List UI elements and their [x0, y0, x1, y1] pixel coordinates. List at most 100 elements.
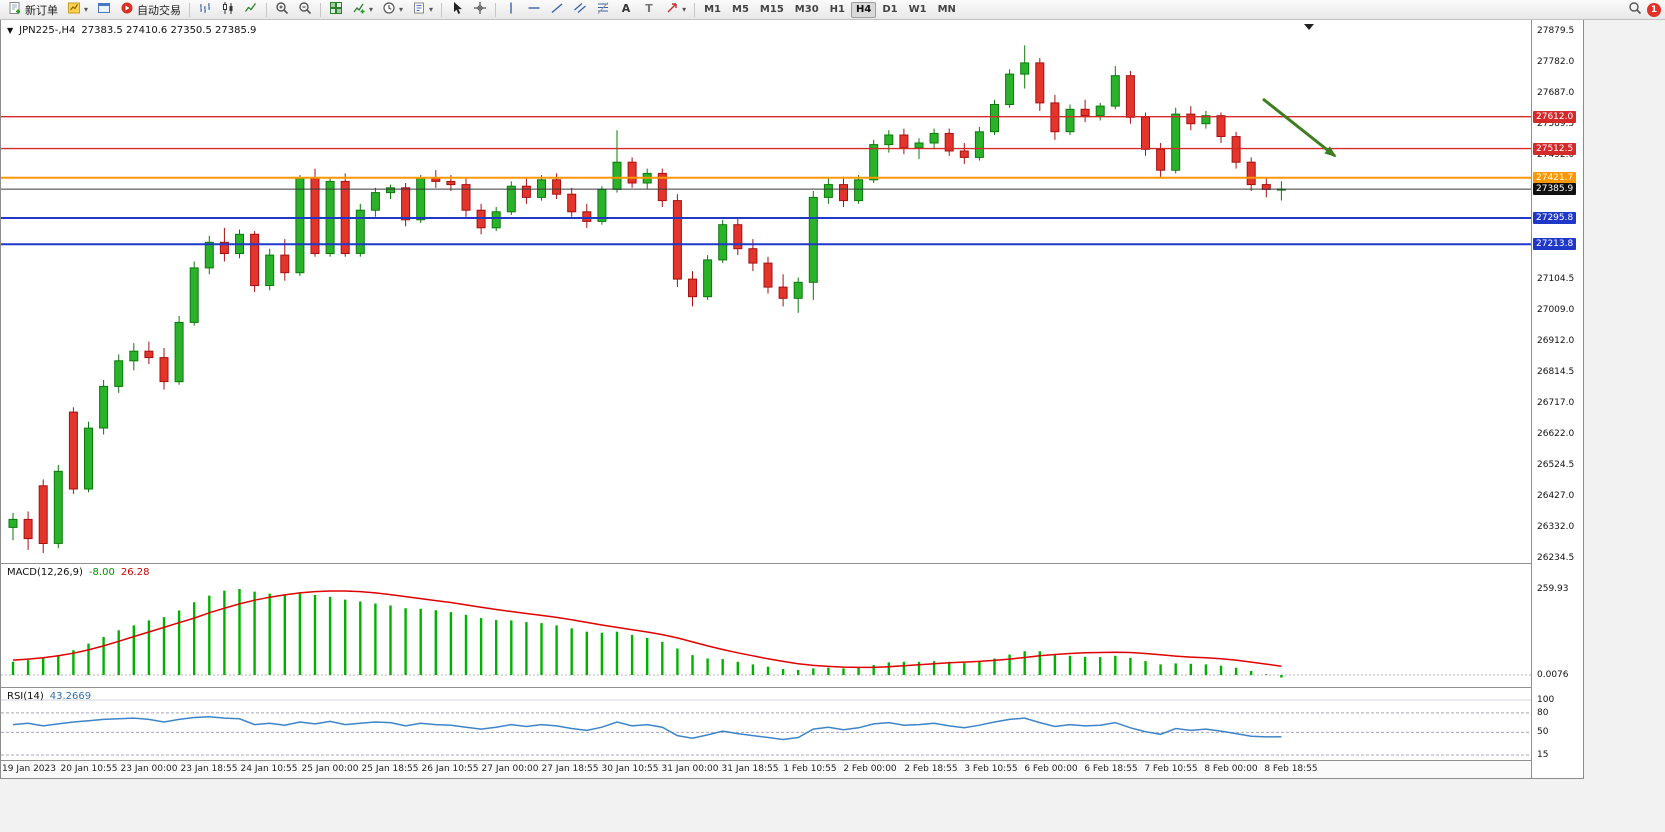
timeframe-m15-button[interactable]: M15 — [759, 3, 784, 15]
rsi-scale-label: 15 — [1537, 750, 1549, 760]
time-axis-label: 23 Jan 00:00 — [120, 764, 178, 774]
chart-gold-icon — [67, 1, 81, 18]
chart-symbol-header: ▼ JPN225-,H4 27383.5 27410.6 27350.5 273… — [7, 25, 256, 36]
arrow-objects-button[interactable]: ▾ — [661, 1, 690, 19]
candle — [506, 181, 516, 215]
fibonacci-button[interactable] — [592, 1, 614, 19]
chart-objects-dropdown-icon[interactable]: ▼ — [7, 26, 14, 35]
timeframe-m1-button[interactable]: M1 — [704, 3, 721, 15]
price-tick-label: 26622.0 — [1537, 429, 1575, 439]
candle — [869, 139, 879, 183]
trend-arrow-annotation[interactable] — [1262, 97, 1339, 161]
channel-button[interactable] — [569, 1, 591, 19]
macd-signal-value: 26.28 — [120, 567, 150, 578]
timeframe-h1-button[interactable]: H1 — [829, 3, 845, 15]
price-chart-canvas[interactable] — [1, 20, 1532, 563]
autotrading-button[interactable]: 自动交易 — [116, 1, 185, 19]
timeframe-d1-button[interactable]: D1 — [882, 3, 898, 15]
chart-shift-marker[interactable] — [1304, 24, 1314, 30]
new-order-button-label: 新订单 — [25, 3, 58, 17]
rsi-scale-label: 100 — [1537, 695, 1555, 705]
candle — [688, 271, 697, 307]
price-tick-label: 26717.0 — [1537, 398, 1575, 408]
line-chart-button[interactable] — [240, 1, 262, 19]
price-axis[interactable]: 27879.5 27782.0 27687.0 27589.5 27492.0 27104… — [1531, 20, 1583, 778]
label-icon: T — [642, 1, 656, 18]
template-icon — [412, 1, 426, 18]
timeframe-w1-button[interactable]: W1 — [908, 3, 927, 15]
time-axis-label: 30 Jan 10:55 — [601, 764, 659, 774]
candle — [1186, 106, 1196, 131]
price-tick-label: 27879.5 — [1537, 26, 1575, 36]
chart-window: ▼ JPN225-,H4 27383.5 27410.6 27350.5 273… — [0, 20, 1584, 779]
price-tick-label: 26234.5 — [1537, 553, 1575, 563]
crosshair-button[interactable] — [469, 1, 491, 19]
price-tick-label: 27589.5 — [1537, 119, 1575, 129]
candle — [144, 341, 154, 364]
candle — [1261, 178, 1271, 198]
time-axis-label: 8 Feb 00:00 — [1204, 764, 1258, 774]
candle — [159, 348, 169, 390]
candle — [944, 128, 954, 156]
time-axis[interactable]: 19 Jan 2023 20 Jan 10:55 23 Jan 00:00 23 Ja… — [1, 760, 1532, 778]
text-label-button[interactable]: T — [638, 1, 660, 19]
toolbar-separator — [189, 2, 191, 17]
tile-windows-button[interactable] — [325, 1, 347, 19]
dropdown-caret-icon: ▾ — [399, 5, 404, 14]
profiles-button[interactable] — [93, 1, 115, 19]
candle — [521, 178, 531, 204]
zoom-out-icon — [298, 1, 312, 18]
toolbar-separator — [441, 2, 443, 17]
search-button[interactable] — [1624, 1, 1646, 19]
toolbar-separator — [694, 2, 696, 17]
tile-icon — [329, 1, 343, 18]
timeframe-mn-button[interactable]: MN — [937, 3, 956, 15]
candlestick-chart-button[interactable] — [217, 1, 239, 19]
candle — [733, 218, 743, 256]
candle — [265, 248, 275, 291]
timeframe-h4-button[interactable]: H4 — [851, 1, 877, 18]
charts-menu-button[interactable]: ▾ — [63, 1, 92, 19]
new-order-icon — [8, 1, 22, 18]
bar-chart-button[interactable] — [194, 1, 216, 19]
crosshair-icon — [473, 1, 487, 18]
rsi-canvas[interactable] — [1, 687, 1532, 760]
candle — [114, 354, 124, 393]
time-axis-label: 20 Jan 10:55 — [60, 764, 118, 774]
macd-scale-label: 259.93 — [1537, 584, 1569, 594]
workspace-background — [1584, 20, 1665, 832]
trendline-button[interactable] — [546, 1, 568, 19]
vline-icon — [504, 1, 518, 18]
candle — [99, 380, 109, 435]
timeframe-m5-button[interactable]: M5 — [732, 3, 749, 15]
timeframe-m30-button[interactable]: M30 — [794, 3, 819, 15]
candle — [1110, 66, 1120, 110]
candle — [642, 168, 652, 190]
candle — [1095, 102, 1105, 121]
macd-canvas[interactable] — [1, 563, 1532, 687]
time-axis-label: 31 Jan 00:00 — [661, 764, 719, 774]
candle — [250, 231, 260, 292]
candle — [537, 175, 546, 201]
price-line-tag: 27213.8 — [1533, 238, 1577, 250]
candle — [612, 130, 622, 193]
price-tick-label: 27687.0 — [1537, 88, 1575, 98]
periods-button[interactable]: ▾ — [378, 1, 407, 19]
horizontal-line-button[interactable] — [523, 1, 545, 19]
cursor-button[interactable] — [446, 1, 468, 19]
notification-badge[interactable]: 1 — [1647, 2, 1661, 17]
text-button[interactable]: A — [615, 1, 637, 19]
indicators-button[interactable]: ▾ — [348, 1, 377, 19]
candle — [355, 203, 365, 257]
zoom-out-button[interactable] — [294, 1, 316, 19]
candle — [431, 170, 441, 188]
new-order-button[interactable]: 新订单 — [4, 1, 62, 19]
candle — [1231, 131, 1241, 169]
templates-button[interactable]: ▾ — [408, 1, 437, 19]
vertical-line-button[interactable] — [500, 1, 522, 19]
indicator-icon — [352, 1, 366, 18]
price-line-tag: 27612.0 — [1533, 111, 1577, 123]
candle — [295, 175, 305, 276]
zoom-in-button[interactable] — [271, 1, 293, 19]
time-axis-label: 27 Jan 18:55 — [541, 764, 599, 774]
